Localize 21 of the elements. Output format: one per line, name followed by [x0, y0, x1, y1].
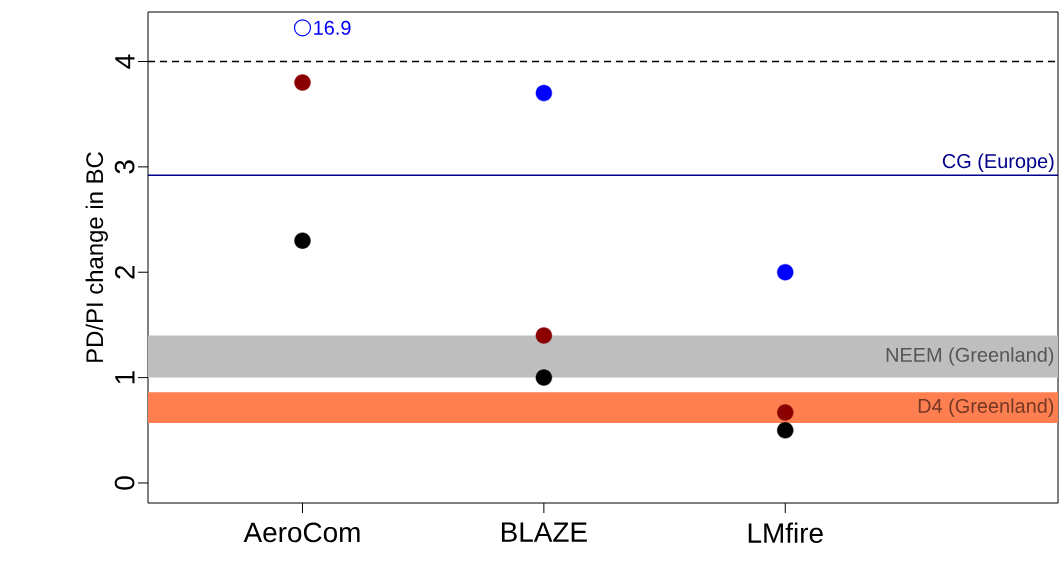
point — [535, 84, 553, 102]
y-tick-label: 2 — [115, 265, 135, 279]
x-tick-label: AeroCom — [243, 522, 360, 543]
y-tick-label: 0 — [114, 476, 135, 490]
y-tick-label: 4 — [115, 54, 135, 69]
x-tick-label: LMfire — [748, 522, 823, 543]
annotation: 16.9 — [314, 20, 351, 35]
point — [777, 404, 794, 421]
ref-line-label: CG (Europe) — [942, 153, 1054, 173]
point — [777, 422, 794, 439]
point — [294, 74, 311, 91]
point — [294, 232, 311, 249]
band-label: D4 (Greenland) — [918, 398, 1054, 417]
y-tick-label: 3 — [114, 160, 135, 174]
x-tick-label: BLAZE — [501, 522, 587, 542]
band-label: NEEM (Greenland) — [886, 347, 1054, 366]
point — [777, 264, 794, 281]
point — [535, 327, 553, 344]
point — [535, 369, 553, 386]
y-axis-title: PD/PI change in BC — [85, 152, 108, 362]
y-tick-label: 1 — [115, 371, 135, 384]
